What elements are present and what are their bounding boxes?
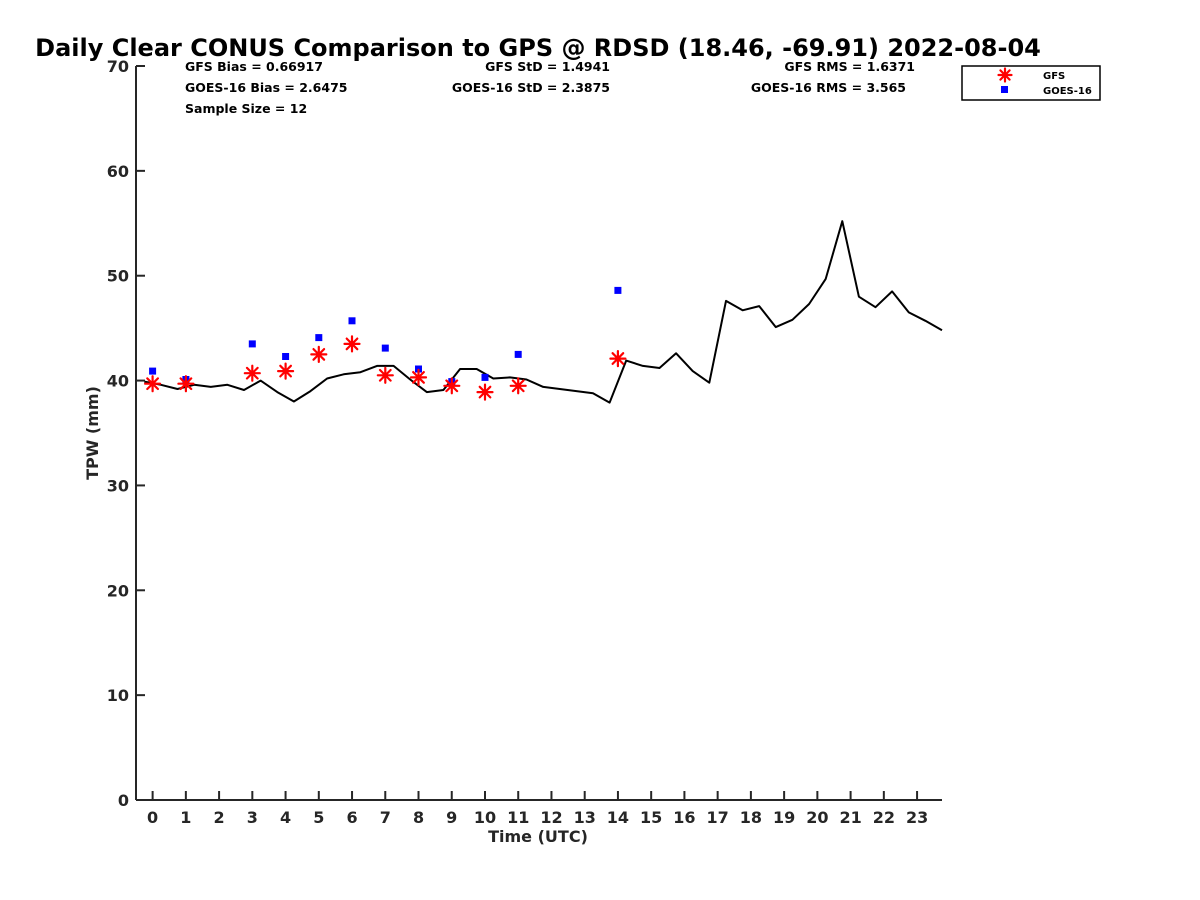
x-tick-label: 8 <box>413 808 424 827</box>
x-tick-label: 17 <box>707 808 729 827</box>
goes-point <box>381 344 389 352</box>
stat-gfs-std: GFS StD = 1.4941 <box>485 59 610 74</box>
goes-point <box>282 353 290 360</box>
gfs-point <box>343 335 361 353</box>
stat-gfs-rms: GFS RMS = 1.6371 <box>784 59 915 74</box>
x-tick-label: 23 <box>906 808 928 827</box>
x-tick-label: 15 <box>640 808 662 827</box>
x-tick-label: 20 <box>806 808 828 827</box>
legend-gfs-marker <box>997 67 1013 83</box>
goes-point <box>248 340 256 348</box>
gfs-point <box>476 383 494 401</box>
gfs-point <box>277 362 295 380</box>
gfs-point <box>376 366 394 384</box>
x-tick-label: 19 <box>773 808 795 827</box>
plot-area <box>144 220 943 404</box>
x-tick-label: 16 <box>673 808 695 827</box>
stat-goes-std: GOES-16 StD = 2.3875 <box>452 80 610 95</box>
goes-point <box>149 367 157 375</box>
x-tick-label: 9 <box>446 808 457 827</box>
gfs-point <box>310 345 328 363</box>
goes-point <box>614 286 622 294</box>
x-tick-label: 2 <box>214 808 225 827</box>
gfs-point <box>177 375 195 393</box>
chart-title: Daily Clear CONUS Comparison to GPS @ RD… <box>35 34 1041 62</box>
x-tick-label: 3 <box>247 808 258 827</box>
stat-sample-size: Sample Size = 12 <box>185 101 307 116</box>
x-tick-label: 18 <box>740 808 762 827</box>
x-axis-label: Time (UTC) <box>488 827 588 846</box>
goes-point <box>348 317 356 325</box>
x-tick-label: 7 <box>380 808 391 827</box>
gfs-point <box>144 375 162 393</box>
goes-point <box>315 334 323 342</box>
y-tick-label: 50 <box>107 267 129 286</box>
gfs-point <box>409 368 428 386</box>
x-tick-label: 11 <box>507 808 529 827</box>
goes-point <box>481 373 489 381</box>
legend-goes-marker <box>1001 86 1008 93</box>
gfs-point <box>509 377 527 395</box>
x-tick-label: 0 <box>147 808 158 827</box>
y-tick-label: 0 <box>118 791 129 810</box>
legend-goes-label: GOES-16 <box>1043 86 1092 97</box>
stat-goes-bias: GOES-16 Bias = 2.6475 <box>185 80 347 95</box>
stat-gfs-bias: GFS Bias = 0.66917 <box>185 59 323 74</box>
y-axis-label: TPW (mm) <box>83 386 102 480</box>
stat-goes-rms: GOES-16 RMS = 3.565 <box>751 80 906 95</box>
x-tick-label: 13 <box>574 808 596 827</box>
y-tick-label: 70 <box>107 57 129 76</box>
gfs-legend-star <box>997 67 1013 83</box>
x-tick-label: 22 <box>873 808 895 827</box>
x-tick-label: 12 <box>540 808 562 827</box>
gfs-point <box>609 350 627 368</box>
x-tick-label: 6 <box>346 808 357 827</box>
x-tick-label: 10 <box>474 808 496 827</box>
y-tick-label: 10 <box>107 686 129 705</box>
x-tick-label: 5 <box>313 808 324 827</box>
y-tick-label: 60 <box>107 162 129 181</box>
x-tick-label: 21 <box>839 808 861 827</box>
y-tick-label: 30 <box>107 476 129 495</box>
x-tick-label: 14 <box>607 808 629 827</box>
x-tick-label: 1 <box>180 808 191 827</box>
legend-gfs-label: GFS <box>1043 71 1065 82</box>
gfs-point <box>443 377 461 395</box>
legend: GFS GOES-16 <box>961 65 1101 101</box>
gps-line <box>144 220 943 404</box>
gfs-point <box>243 364 261 382</box>
goes-point <box>514 350 522 358</box>
x-tick-label: 4 <box>280 808 291 827</box>
y-tick-label: 20 <box>107 581 129 600</box>
y-tick-label: 40 <box>107 372 129 391</box>
legend-box <box>961 65 1101 101</box>
